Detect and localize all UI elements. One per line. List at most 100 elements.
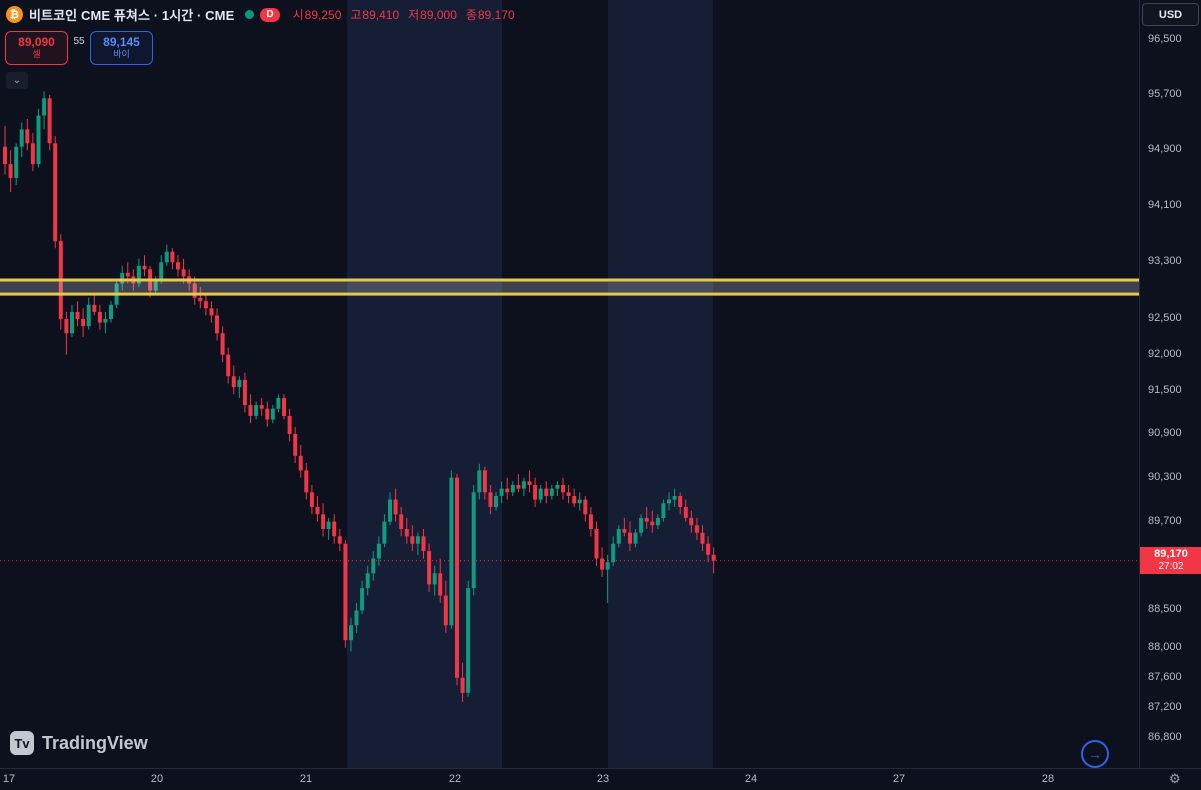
- candle-body: [103, 319, 108, 323]
- candle-body: [136, 265, 141, 284]
- price-tick: 91,500: [1148, 384, 1182, 396]
- candle-body: [14, 146, 19, 178]
- candle-body: [616, 529, 621, 544]
- candle-body: [326, 521, 331, 529]
- candle-body: [650, 521, 655, 526]
- market-status-icon: [245, 10, 255, 19]
- candle-body: [538, 488, 543, 500]
- candle-body: [159, 262, 164, 280]
- session-band: [347, 0, 502, 768]
- candle-body: [3, 146, 7, 165]
- candle-body: [689, 517, 694, 526]
- time-tick: 22: [448, 773, 462, 785]
- low-label: 저: [408, 8, 420, 22]
- sell-price: 89,090: [18, 35, 55, 49]
- axis-settings-icon[interactable]: ⚙: [1169, 771, 1181, 787]
- price-axis[interactable]: 89,170 27:02 96,500 95,700 94,900 94,100 93,…: [1139, 0, 1201, 768]
- candle-body: [561, 485, 565, 493]
- candle-body: [510, 485, 515, 493]
- candle-body: [644, 517, 649, 522]
- candle-body: [600, 558, 605, 570]
- symbol-legend[interactable]: ₿ 비트코인 CME 퓨쳐스 · 1시간 · CME D 시89,250 고89…: [6, 5, 515, 24]
- time-tick: 23: [596, 773, 610, 785]
- price-tick: 94,100: [1148, 199, 1182, 211]
- candle-body: [639, 517, 644, 533]
- candle-body: [577, 499, 582, 504]
- price-tick: 96,500: [1148, 33, 1182, 45]
- price-zone-band[interactable]: [0, 280, 1139, 295]
- candle-body: [215, 315, 219, 334]
- scroll-to-realtime-button[interactable]: →: [1081, 740, 1109, 768]
- candle-body: [198, 297, 203, 302]
- price-tick: 92,500: [1148, 312, 1182, 324]
- time-tick: 20: [150, 773, 164, 785]
- price-tick: 93,300: [1148, 255, 1182, 267]
- candle-body: [276, 397, 281, 409]
- interval-badge[interactable]: D: [260, 7, 280, 22]
- candle-body: [700, 532, 705, 544]
- time-axis[interactable]: 17 20 21 22 23 24 27 28: [0, 768, 1201, 790]
- candle-body: [711, 554, 716, 561]
- candle-body: [494, 496, 498, 507]
- time-tick: 21: [299, 773, 313, 785]
- candle-body: [192, 283, 197, 298]
- chart-canvas[interactable]: [0, 0, 1139, 768]
- sell-label: 셀: [32, 49, 41, 59]
- candle-body: [583, 499, 588, 515]
- ohlc-high: 고89,410: [350, 6, 399, 23]
- bar-countdown: 27:02: [1158, 561, 1184, 572]
- candle-body: [70, 311, 74, 334]
- candle-body: [164, 251, 169, 263]
- candle-body: [64, 319, 69, 334]
- candle-body: [254, 405, 259, 416]
- zone-upper-line[interactable]: [0, 278, 1139, 282]
- sell-button[interactable]: 89,090 셀: [5, 31, 68, 65]
- price-tick: 88,000: [1148, 641, 1182, 653]
- candle-body: [321, 514, 326, 529]
- candle-body: [365, 573, 370, 589]
- legend-collapse-button[interactable]: ⌄: [6, 72, 28, 89]
- candle-body: [220, 333, 225, 355]
- candle-body: [672, 496, 677, 500]
- candle-body: [209, 308, 214, 316]
- candle-body: [572, 496, 577, 504]
- low-value: 89,000: [420, 8, 457, 22]
- candle-body: [477, 470, 482, 493]
- candle-body: [555, 485, 560, 489]
- last-price-label: 89,170 27:02: [1140, 547, 1201, 574]
- candle-body: [438, 573, 443, 596]
- candle-body: [594, 529, 599, 559]
- candle-body: [36, 115, 41, 165]
- buy-label: 바이: [113, 49, 130, 59]
- candle-body: [170, 251, 175, 263]
- currency-button[interactable]: USD: [1142, 3, 1199, 26]
- close-value: 89,170: [477, 8, 515, 22]
- candle-body: [354, 610, 359, 626]
- candle-body: [231, 376, 236, 388]
- zone-lower-line[interactable]: [0, 292, 1139, 296]
- tradingview-watermark[interactable]: Tv TradingView: [10, 731, 148, 755]
- candle-body: [482, 470, 487, 493]
- candle-body: [248, 405, 253, 416]
- candle-body: [605, 562, 610, 570]
- close-label: 종: [465, 8, 477, 22]
- price-tick: 90,900: [1148, 427, 1182, 439]
- candle-body: [120, 272, 125, 284]
- candle-body: [404, 529, 409, 537]
- candle-body: [270, 408, 275, 420]
- tradingview-logo-icon: Tv: [10, 731, 34, 755]
- symbol-title[interactable]: 비트코인 CME 퓨쳐스 · 1시간 · CME: [29, 8, 235, 23]
- candle-body: [499, 488, 504, 496]
- candle-body: [304, 470, 309, 493]
- candle-body: [566, 492, 571, 496]
- candle-body: [176, 262, 180, 270]
- candle-body: [125, 272, 130, 277]
- price-tick: 95,700: [1148, 88, 1182, 100]
- candle-body: [259, 405, 264, 409]
- buy-button[interactable]: 89,145 바이: [90, 31, 153, 65]
- candle-body: [75, 311, 80, 319]
- candle-body: [109, 304, 113, 319]
- last-price-value: 89,170: [1154, 548, 1188, 560]
- ohlc-low: 저89,000: [408, 6, 457, 23]
